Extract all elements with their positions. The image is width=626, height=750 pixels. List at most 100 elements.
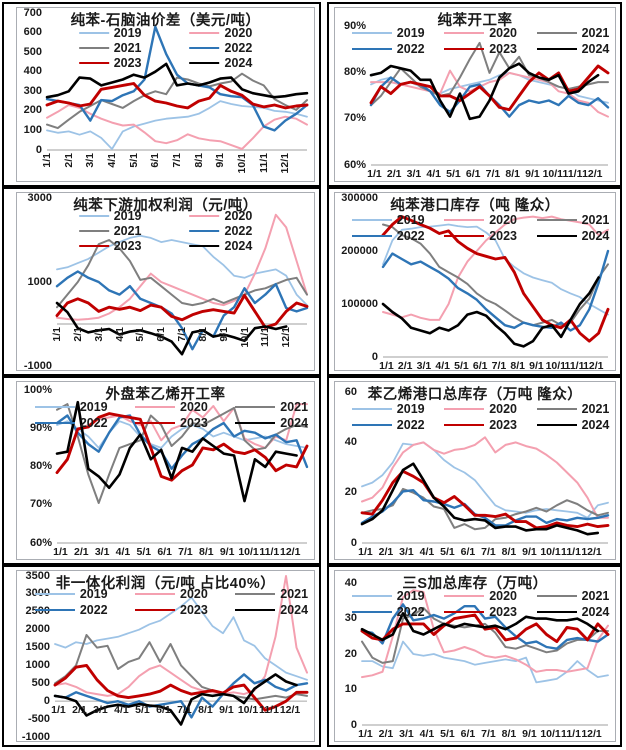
x-tick-label: 5/1 — [440, 546, 455, 558]
x-tick-label: 10/1 — [540, 728, 561, 740]
chart-panel-styrene-port-total-inventory: 苯乙烯港口总库存（万吨 隆众） 2019 2020 2021 2022 2023 2024… — [334, 381, 616, 560]
x-tick-label: 11/1 — [561, 546, 581, 558]
x-tick-label: 5/1 — [136, 546, 152, 558]
x-tick-label: 9/1 — [522, 728, 537, 740]
x-tick-label: 7/1 — [178, 546, 193, 558]
y-tick-label: -500 — [27, 712, 50, 725]
x-tick-label: 7/1 — [481, 728, 496, 740]
chart-plot — [55, 400, 309, 544]
series-line-2022 — [53, 673, 309, 719]
x-tick-label: 1/1 — [41, 153, 53, 168]
y-tick-label: 30 — [344, 612, 357, 625]
x-tick-label: 10/1 — [540, 546, 561, 558]
series-line-2019 — [382, 223, 609, 316]
y-tick-label: 2500 — [25, 605, 50, 618]
x-tick-label: 8/1 — [198, 546, 214, 558]
series-line-2024 — [53, 673, 298, 726]
chart-cell-three-s-total-inventory: 三S加总库存（万吨） 2019 2020 2021 2022 2023 2024 40 30… — [327, 565, 622, 747]
y-tick-label: 90% — [29, 422, 52, 435]
y-tick-label: 0 — [350, 718, 357, 731]
series-line-2022 — [360, 489, 610, 527]
series-line-2024 — [360, 462, 600, 536]
x-tick-label: 12/1 — [581, 546, 602, 558]
chart-panel-benzene-port-inventory: 纯苯港口库存（吨 隆众） 2019 2020 2021 2022 2023 2024 30… — [334, 192, 616, 371]
y-tick-label: 90% — [343, 20, 366, 33]
chart-cell-downstream-weighted-profit: 纯苯下游加权利润（元/吨） 2019 2020 2021 2022 2023 2024 3… — [2, 187, 321, 376]
series-line-2019 — [361, 441, 609, 519]
x-tick-label: 2/1 — [378, 546, 394, 558]
x-tick-label: 10/1 — [542, 168, 564, 180]
y-tick-label: 0 — [371, 350, 378, 363]
x-tick-label: 11/1 — [259, 546, 280, 558]
x-tick-label: 10/1 — [238, 327, 251, 348]
x-tick-label: 6/1 — [460, 546, 476, 558]
series-line-2019 — [361, 640, 609, 684]
chart-panel-three-s-total-inventory: 三S加总库存（万吨） 2019 2020 2021 2022 2023 2024 40 30… — [334, 570, 616, 742]
series-line-2020 — [361, 436, 609, 519]
x-tick-label: 1/1 — [51, 327, 63, 342]
x-tick-label: 8/1 — [510, 360, 526, 371]
y-tick-label: 500 — [23, 45, 42, 58]
x-tick-label: 6/1 — [155, 327, 168, 342]
x-tick-label: 12/1 — [279, 704, 301, 717]
y-tick-label: 3000 — [25, 587, 50, 600]
series-line-2022 — [45, 25, 309, 132]
y-tick-label: 200000 — [341, 244, 378, 257]
x-tick-label: 4/1 — [426, 168, 442, 180]
x-tick-label: 3/1 — [94, 546, 110, 558]
x-tick-label: 1/1 — [51, 704, 66, 717]
y-tick-label: 80% — [343, 66, 366, 79]
x-tick-label: 10/1 — [237, 704, 259, 717]
x-tick-label: 8/1 — [505, 168, 521, 180]
series-line-2023 — [360, 613, 610, 644]
series-line-2021 — [361, 606, 609, 664]
x-tick-label: 2/1 — [71, 327, 84, 342]
x-tick-label: 9/1 — [214, 153, 227, 168]
x-tick-label: 8/1 — [192, 153, 205, 168]
x-tick-label: 1/1 — [358, 546, 373, 558]
y-tick-label: 20 — [344, 486, 357, 499]
x-tick-label: 9/1 — [217, 327, 230, 342]
y-tick-label: 0 — [43, 694, 50, 707]
y-tick-label: 0 — [350, 536, 357, 549]
y-tick-label: 400 — [23, 65, 42, 78]
series-line-2024 — [381, 276, 600, 348]
y-tick-label: 80% — [29, 460, 52, 473]
y-tick-label: 70% — [29, 498, 52, 511]
x-tick-label: 6/1 — [465, 168, 481, 180]
x-tick-label: 3/1 — [416, 360, 432, 371]
chart-panel-overseas-styrene-operating-rate: 外盘苯乙烯开工率 2019 2020 2021 2022 2023 2024 100% 90… — [16, 381, 315, 560]
x-tick-label: 3/1 — [399, 546, 414, 558]
x-tick-label: 7/1 — [491, 360, 507, 371]
x-tick-label: 7/1 — [176, 327, 188, 342]
x-tick-label: 4/1 — [113, 327, 126, 342]
y-tick-label: 60% — [343, 158, 366, 171]
x-tick-label: 10/1 — [545, 360, 567, 371]
x-tick-label: 12/1 — [280, 327, 293, 348]
x-tick-label: 9/1 — [529, 360, 544, 371]
x-tick-label: 12/1 — [583, 360, 604, 371]
x-tick-label: 3/1 — [93, 704, 108, 717]
x-tick-label: 8/1 — [501, 546, 517, 558]
y-tick-label: 100% — [23, 384, 52, 397]
x-tick-label: 2/1 — [62, 153, 75, 168]
chart-panel-downstream-weighted-profit: 纯苯下游加权利润（元/吨） 2019 2020 2021 2022 2023 2024 3… — [16, 192, 315, 371]
y-tick-label: 100 — [23, 123, 42, 136]
x-tick-label: 2/1 — [72, 704, 87, 717]
y-tick-label: 1000 — [25, 658, 50, 671]
x-tick-label: 9/1 — [525, 168, 540, 180]
x-tick-label: 11/1 — [562, 168, 583, 180]
chart-cell-benzene-operating-rate: 纯苯开工率 2019 2020 2021 2022 2023 2024 90% 80% 70%… — [327, 2, 622, 187]
series-line-2021 — [56, 239, 308, 309]
chart-panel-non-integrated-profit: 非一体化利润（元/吨 占比40%） 2019 2020 2021 2022 2023 20… — [16, 570, 315, 742]
y-tick-label: 2000 — [25, 623, 50, 636]
x-tick-label: 8/1 — [196, 327, 209, 342]
chart-cell-overseas-styrene-operating-rate: 外盘苯乙烯开工率 2019 2020 2021 2022 2023 2024 100% 90… — [2, 376, 321, 565]
x-tick-label: 1/1 — [358, 728, 373, 740]
chart-plot — [369, 41, 610, 166]
x-tick-label: 2/1 — [397, 360, 413, 371]
x-tick-label: 12/1 — [279, 153, 292, 174]
series-line-2023 — [55, 293, 309, 329]
y-tick-label: 3500 — [25, 570, 50, 582]
